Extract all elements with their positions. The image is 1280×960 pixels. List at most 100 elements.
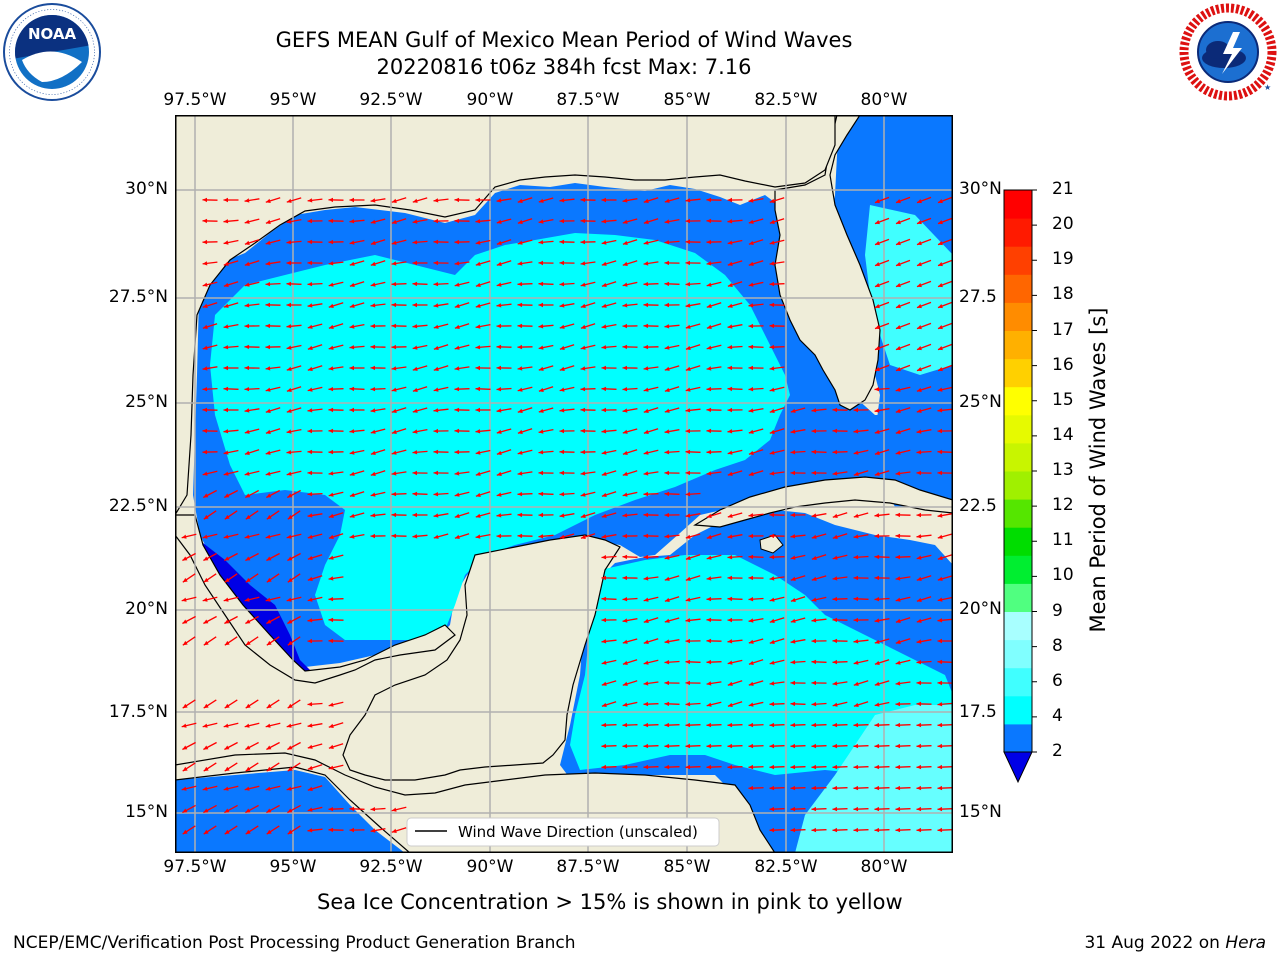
colorbar-swatch [1004,442,1032,472]
map-border [175,115,953,853]
colorbar-tick-label: 20 [1052,214,1074,235]
wind-arrow-head [769,387,775,392]
colorbar-swatch [1004,414,1032,444]
wind-arrow-head [622,282,628,287]
wind-arrow-head [601,534,607,539]
wind-arrow-head [875,262,880,267]
wind-arrow-head [664,198,670,203]
wind-arrow-head [727,555,733,560]
wind-arrow-head [538,491,544,497]
wind-arrow-head [265,534,271,539]
wind-arrow-head [412,512,417,518]
wind-arrow-head [622,597,628,602]
wind-arrow-head [811,555,817,560]
wind-arrow-head [412,324,418,329]
wind-arrow-head [265,597,271,602]
wind-arrow-head [370,261,376,266]
wind-arrow-head [349,345,355,350]
colorbar-tick-label: 8 [1052,635,1063,656]
wind-arrow-head [601,764,607,770]
wind-arrow-head [307,576,313,581]
wind-arrow-head [307,723,313,728]
wind-arrow-head [895,597,901,602]
wind-arrow-head [811,827,817,833]
wind-arrow-head [203,829,209,835]
wind-arrow-head [832,827,838,833]
wind-arrow-head [727,261,733,266]
wind-arrow-head [938,220,943,225]
y-tick-label: 22.5 [959,496,997,516]
wind-arrow-head [517,512,523,518]
wind-arrow-head [286,387,292,392]
wind-arrow-head [286,219,292,224]
wind-arrow-head [769,302,775,308]
wind-arrow-head [748,743,754,749]
wind-arrow-head [601,324,607,329]
wind-arrow-head [601,513,607,518]
wind-arrow-head [454,239,460,245]
wind-arrow-head [664,512,669,518]
wind-arrow-head [769,722,775,728]
wind-arrow-head [601,303,607,308]
wind-arrow-head [307,408,313,413]
wind-arrow-head [475,240,481,245]
wind-arrow-head [245,493,251,498]
wind-arrow-head [328,303,334,308]
wind-arrow-head [685,534,691,539]
wind-arrow-head [517,282,523,287]
wind-arrow-head [244,240,250,245]
wind-arrow-head [244,282,250,287]
wind-arrow-head [223,240,229,245]
wind-arrow-head [811,618,817,623]
wind-arrow-head [328,513,334,518]
wind-arrow-head [643,366,649,371]
wind-arrow-head [706,596,712,602]
wind-arrow-head [328,702,334,707]
wind-arrow-head [664,408,670,413]
wind-arrow-head [245,514,251,520]
wind-arrow-head [706,681,712,686]
wind-arrow-head [811,764,817,770]
colorbar-swatch [1004,471,1032,500]
wind-arrow-head [938,304,943,309]
wind-arrow-head [622,743,628,749]
wind-arrow-head [916,722,922,728]
wind-arrow-head [622,533,627,539]
wind-arrow-head [895,576,901,581]
wind-arrow-head [559,387,565,392]
colorbar-tick-label: 21 [1052,179,1074,199]
wind-arrow-head [580,218,586,224]
y-tick-label: 22.5°N [108,496,168,516]
wind-arrow-head [937,743,943,749]
wind-arrow-head [916,827,922,833]
wind-arrow-head [244,261,250,266]
wind-arrow-head [769,366,775,371]
wind-arrow-head [265,723,271,728]
wind-arrow-head [517,408,523,413]
wind-arrow-head [622,408,628,413]
wind-arrow-head [328,239,334,245]
wind-arrow-head [223,597,229,602]
colorbar-tick-label: 14 [1052,424,1074,445]
wind-arrow-head [538,387,544,392]
wind-arrow-head [538,408,544,413]
wind-arrow-head [938,346,943,351]
wind-arrow-head [811,513,817,518]
chart-title-line2: 20220816 t06z 384h fcst Max: 7.16 [376,55,752,79]
wind-arrow-head [832,659,838,665]
wind-arrow-head [643,701,649,707]
wind-arrow-head [853,617,858,623]
wind-arrow-head [538,281,544,287]
wind-arrow-head [245,577,251,583]
wind-arrow-head [580,282,586,287]
wind-arrow-head [601,429,607,434]
wind-arrow-head [685,198,691,203]
wind-arrow-head [203,808,209,813]
wind-arrow-head [811,576,817,581]
wind-arrow-head [874,513,880,518]
x-tick-label: 85°W [663,857,711,877]
wind-arrow-head [307,744,313,749]
wind-arrow-head [853,555,859,560]
wind-arrow-head [266,640,272,646]
wind-arrow-head [917,241,922,246]
